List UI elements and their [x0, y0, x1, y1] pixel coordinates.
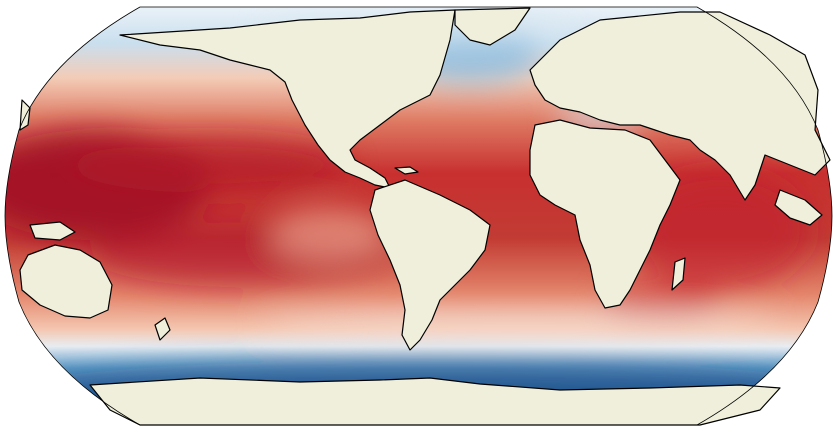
africa-landmass [529, 119, 681, 309]
north-pacific-warm-band [70, 137, 350, 193]
land-masses [19, 7, 831, 426]
globe-outline [4, 6, 833, 426]
new-zealand-landmass [154, 317, 171, 341]
caribbean-islands [394, 166, 419, 175]
madagascar-landmass [671, 257, 686, 291]
maritime-continent-landmass [774, 189, 823, 226]
south-america-landmass [369, 179, 491, 351]
indian-ocean-warm [630, 170, 810, 290]
australia-landmass [19, 244, 113, 319]
east-pacific-cool-tongue [270, 209, 390, 261]
south-atlantic-front-white [260, 312, 780, 332]
eurasia-landmass [529, 11, 831, 201]
new-guinea-landmass [29, 221, 76, 241]
greenland-landmass [454, 7, 531, 46]
